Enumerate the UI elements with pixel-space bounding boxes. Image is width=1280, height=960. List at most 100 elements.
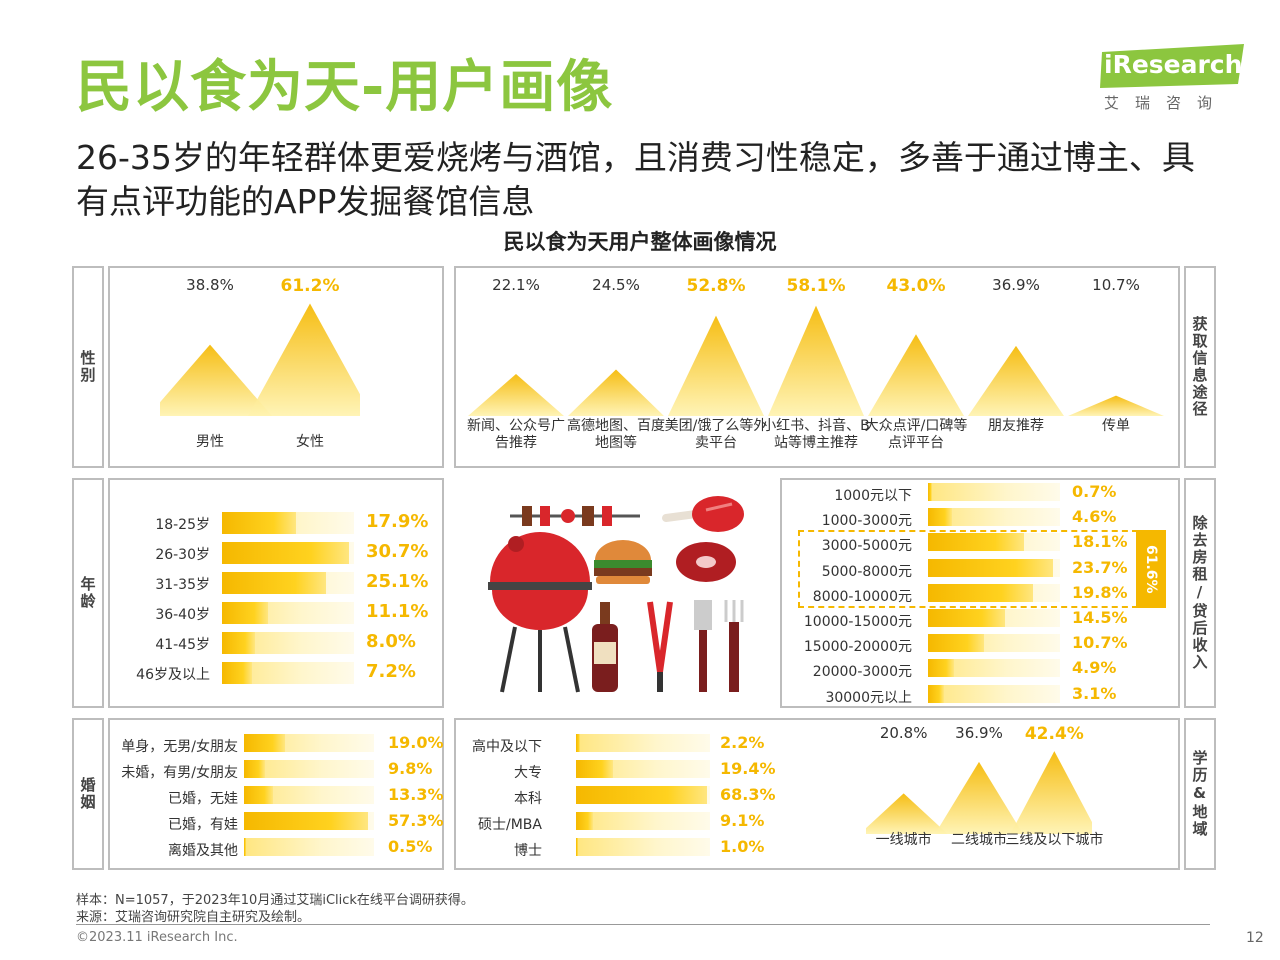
mountain-peak bbox=[668, 315, 764, 416]
logo-text: iResearch bbox=[1104, 50, 1243, 79]
panel-edu-region bbox=[454, 718, 1180, 870]
bar-track bbox=[222, 512, 354, 534]
bar-category-label: 硕士/MBA bbox=[478, 817, 542, 833]
bar-category-label: 36-40岁 bbox=[155, 607, 210, 623]
bar-track bbox=[928, 659, 1060, 678]
drumstick-icon bbox=[662, 496, 744, 532]
value-label: 20.8% bbox=[879, 724, 928, 742]
category-label: 男性 bbox=[196, 434, 224, 450]
label-income: 除去房租/贷后收入 bbox=[1184, 478, 1216, 708]
mountain-peak bbox=[160, 344, 272, 416]
bar-track bbox=[928, 583, 1060, 602]
mountain-peak bbox=[1068, 395, 1164, 416]
value-label: 52.8% bbox=[686, 276, 746, 296]
bar-fill bbox=[928, 684, 945, 703]
value-label: 22.1% bbox=[492, 276, 540, 294]
bar-value-label: 11.1% bbox=[366, 601, 429, 622]
mountain-peak bbox=[468, 374, 564, 416]
bar-value-label: 1.0% bbox=[720, 837, 765, 856]
burger-icon bbox=[594, 540, 652, 584]
bar-track bbox=[222, 602, 354, 624]
bar-value-label: 13.3% bbox=[388, 785, 444, 804]
bar-fill bbox=[576, 786, 707, 804]
bar-track bbox=[576, 786, 710, 804]
bar-value-label: 0.5% bbox=[388, 837, 433, 856]
bar-fill bbox=[928, 634, 985, 653]
mountain-peak bbox=[866, 793, 948, 834]
panel-gender bbox=[108, 266, 444, 468]
bar-category-label: 10000-15000元 bbox=[803, 614, 912, 630]
bar-value-label: 3.1% bbox=[1072, 683, 1117, 703]
income-bracket-badge: 61.6% bbox=[1136, 530, 1166, 608]
bar-value-label: 30.7% bbox=[366, 541, 429, 562]
bar-track bbox=[576, 812, 710, 830]
bar-fill bbox=[244, 838, 246, 856]
bar-value-label: 23.7% bbox=[1072, 557, 1128, 577]
mountain-chart-0 bbox=[160, 303, 360, 416]
label-channel: 获取信息途径 bbox=[1184, 266, 1216, 468]
bar-track bbox=[928, 609, 1060, 627]
bar-track bbox=[244, 760, 374, 778]
label-edu-region: 学历&地域 bbox=[1184, 718, 1216, 870]
bar-fill bbox=[576, 838, 578, 856]
value-label: 43.0% bbox=[886, 276, 946, 296]
bar-category-label: 已婚，无娃 bbox=[168, 791, 238, 807]
bar-category-label: 31-35岁 bbox=[155, 577, 210, 593]
bar-category-label: 46岁及以上 bbox=[136, 667, 210, 683]
chart-title: 民以食为天用户整体画像情况 bbox=[503, 230, 777, 254]
bar-value-label: 14.5% bbox=[1072, 608, 1128, 627]
fork-icon bbox=[724, 600, 744, 692]
category-label: 朋友推荐 bbox=[988, 418, 1044, 434]
bar-track bbox=[928, 558, 1060, 577]
bar-fill bbox=[928, 483, 932, 501]
bar-track bbox=[244, 838, 374, 856]
bar-track bbox=[244, 786, 374, 804]
mountain-peak bbox=[868, 334, 964, 416]
bar-category-label: 5000-8000元 bbox=[821, 563, 912, 580]
bar-track bbox=[576, 760, 710, 778]
bar-category-label: 8000-10000元 bbox=[812, 588, 912, 605]
value-label: 10.7% bbox=[1092, 276, 1140, 294]
bar-value-label: 4.6% bbox=[1072, 507, 1117, 527]
tongs-icon bbox=[647, 601, 673, 692]
bar-value-label: 17.9% bbox=[366, 511, 429, 532]
mountain-peak bbox=[1010, 751, 1092, 834]
page-number: 12 bbox=[1246, 930, 1264, 946]
bar-value-label: 10.7% bbox=[1072, 633, 1128, 653]
bar-category-label: 高中及以下 bbox=[472, 739, 542, 755]
logo-cn: 艾瑞咨询 bbox=[1104, 94, 1229, 112]
bar-fill bbox=[222, 662, 252, 684]
bar-track bbox=[576, 838, 710, 856]
mountain-peak bbox=[935, 761, 1023, 834]
iresearch-logo bbox=[1100, 44, 1244, 88]
mountain-peak bbox=[248, 303, 360, 416]
bar-fill bbox=[928, 609, 1005, 627]
label-gender: 性别 bbox=[72, 266, 104, 468]
bar-fill bbox=[928, 583, 1033, 602]
bar-track bbox=[928, 533, 1060, 552]
mountain-peak bbox=[968, 345, 1064, 416]
bar-category-label: 已婚，有娃 bbox=[168, 817, 238, 833]
bar-value-label: 25.1% bbox=[366, 571, 429, 592]
panel-marital bbox=[108, 718, 444, 870]
bar-value-label: 57.3% bbox=[388, 811, 444, 830]
bar-category-label: 18-25岁 bbox=[155, 517, 210, 533]
bar-fill bbox=[244, 786, 273, 804]
footer-copyright: ©2023.11 iResearch Inc. bbox=[76, 930, 238, 945]
bar-fill bbox=[222, 572, 326, 594]
panel-age bbox=[108, 478, 444, 708]
bar-track bbox=[928, 508, 1060, 527]
bar-category-label: 大专 bbox=[514, 765, 542, 781]
label-age: 年龄 bbox=[72, 478, 104, 708]
bar-fill bbox=[222, 512, 296, 534]
category-label: 传单 bbox=[1102, 418, 1130, 434]
category-label: 小红书、抖音、B站等博主推荐 bbox=[762, 418, 870, 451]
bar-fill bbox=[576, 734, 581, 752]
bar-value-label: 19.0% bbox=[388, 733, 444, 752]
bar-value-label: 9.8% bbox=[388, 759, 433, 778]
bar-value-label: 4.9% bbox=[1072, 658, 1117, 678]
bar-category-label: 未婚，有男/女朋友 bbox=[121, 765, 238, 781]
bbq-illustration bbox=[488, 496, 744, 693]
bar-value-label: 9.1% bbox=[720, 811, 765, 830]
bar-category-label: 3000-5000元 bbox=[821, 538, 912, 555]
